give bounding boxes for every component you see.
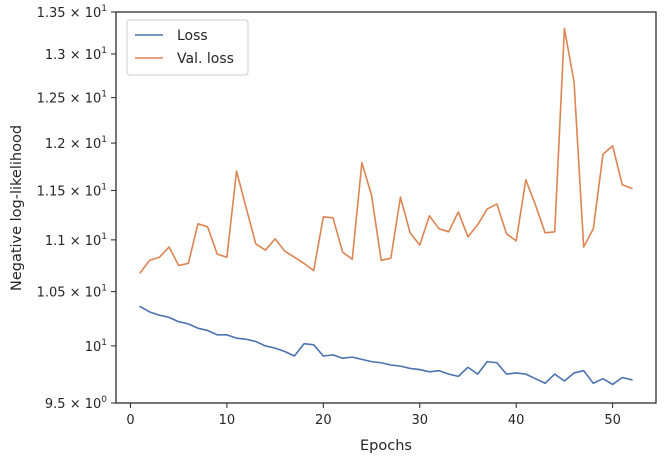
- y-tick-label: 1.05 × 101: [37, 284, 107, 301]
- x-tick-label: 20: [315, 413, 332, 428]
- y-tick-label: 1.1 × 101: [45, 232, 107, 249]
- y-axis: 9.5 × 100 101 1.05 × 101 1.1 × 101 1.15 × 10…: [37, 4, 116, 412]
- y-tick-label: 9.5 × 100: [45, 395, 107, 412]
- legend: Loss Val. loss: [126, 19, 249, 76]
- y-tick-label: 1.3 × 101: [45, 46, 107, 63]
- legend-box: [126, 19, 249, 76]
- x-tick-label: 50: [604, 413, 621, 428]
- y-tick-label: 1.35 × 101: [37, 4, 107, 21]
- x-tick-label: 30: [411, 413, 428, 428]
- series-line-val-loss: [139, 27, 633, 274]
- x-axis-label: Epochs: [360, 438, 412, 454]
- y-tick-label: 1.2 × 101: [45, 135, 107, 152]
- plot-lines: [139, 27, 633, 386]
- y-tick-label: 1.25 × 101: [37, 90, 107, 107]
- series-line-loss: [139, 305, 633, 386]
- plot-frame: [115, 11, 657, 404]
- y-tick-label: 101: [85, 338, 107, 355]
- y-axis-label: Negative log-likelihood: [9, 125, 25, 291]
- x-tick-label: 40: [508, 413, 525, 428]
- x-tick-label: 0: [126, 413, 134, 428]
- legend-label-loss: Loss: [177, 28, 208, 44]
- legend-label-val-loss: Val. loss: [177, 51, 234, 67]
- x-axis: 0 10 20 30 40 50: [126, 403, 621, 428]
- y-tick-label: 1.15 × 101: [37, 182, 107, 199]
- x-tick-label: 10: [219, 413, 236, 428]
